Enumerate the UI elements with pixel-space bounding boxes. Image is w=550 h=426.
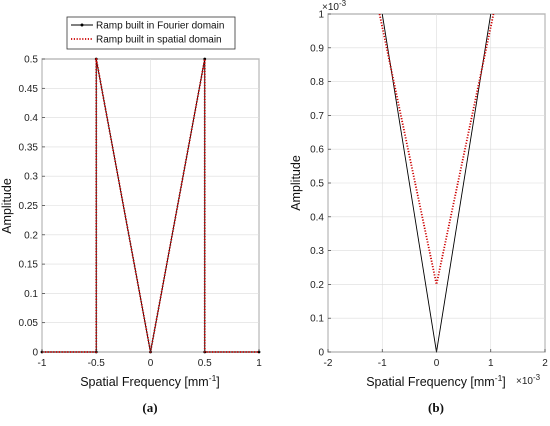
y-tick-label: 0.4 (310, 212, 324, 223)
legend-marker-fourier (80, 23, 84, 27)
ylabel-b: Amplitude (289, 155, 303, 211)
legend-label-fourier: Ramp built in Fourier domain (96, 21, 224, 32)
x-tick-label: -0.5 (88, 358, 106, 369)
xlabel-a: Spatial Frequency [mm-1] (80, 373, 220, 389)
y-tick-label: 0.8 (310, 77, 324, 88)
y-tick-label: 0.25 (19, 201, 39, 212)
y-tick-label: 0.4 (24, 113, 38, 124)
y-tick-label: 0 (32, 348, 38, 359)
x-tick-label: 1 (488, 358, 494, 369)
ticks-b: -2 -1 0 1 2 0 0.1 0.2 0.3 0.4 0.5 0.6 0.7 0.8 0.9 1 (310, 10, 548, 370)
y-tick-label: 0.1 (24, 289, 38, 300)
x-tick-label: 2 (542, 358, 548, 369)
x-multiplier-b: ×10-3 (516, 373, 541, 387)
panel-label-b: (b) (428, 400, 444, 415)
x-tick-label: 0 (434, 358, 440, 369)
x-tick-label: 0 (148, 358, 154, 369)
y-tick-label: 0.1 (310, 314, 324, 325)
y-tick-label: 0.2 (24, 230, 38, 241)
panel-a: -1 -0.5 0 0.5 1 0 0.05 0.1 0.15 0.2 0.25 0.3 0.35 0.4… (0, 16, 263, 415)
y-tick-label: 0.3 (310, 246, 324, 257)
y-tick-label: 0.5 (24, 55, 38, 66)
x-tick-label: -1 (378, 358, 387, 369)
ticks-a: -1 -0.5 0 0.5 1 0 0.05 0.1 0.15 0.2 0.25 0.3 0.35 0.4… (19, 55, 263, 370)
x-tick-label: 0.5 (198, 358, 212, 369)
legend-box (66, 16, 236, 50)
y-tick-label: 0.3 (24, 172, 38, 183)
xlabel-b: Spatial Frequency [mm-1] (366, 373, 506, 389)
legend: Ramp built in Fourier domain Ramp built … (66, 16, 236, 50)
y-tick-label: 1 (318, 10, 324, 21)
x-tick-label: -2 (324, 358, 333, 369)
y-tick-label: 0.7 (310, 111, 324, 122)
y-tick-label: 0.35 (19, 142, 39, 153)
x-tick-label: -1 (38, 358, 47, 369)
y-tick-label: 0.9 (310, 43, 324, 54)
y-tick-label: 0 (318, 348, 324, 359)
y-tick-label: 0.2 (310, 280, 324, 291)
y-tick-label: 0.5 (310, 179, 324, 190)
ylabel-a: Amplitude (0, 178, 14, 234)
panel-b: -2 -1 0 1 2 0 0.1 0.2 0.3 0.4 0.5 0.6 0.7 0.8 0.9 1 ×10… (289, 0, 548, 415)
y-tick-label: 0.15 (19, 260, 39, 271)
grid-b (327, 13, 546, 353)
y-tick-label: 0.45 (19, 84, 39, 95)
y-multiplier-b: ×10-3 (322, 0, 347, 13)
legend-label-spatial: Ramp built in spatial domain (96, 35, 222, 46)
y-tick-label: 0.05 (19, 318, 39, 329)
y-tick-label: 0.6 (310, 145, 324, 156)
x-tick-label: 1 (256, 358, 262, 369)
panel-label-a: (a) (142, 400, 157, 415)
